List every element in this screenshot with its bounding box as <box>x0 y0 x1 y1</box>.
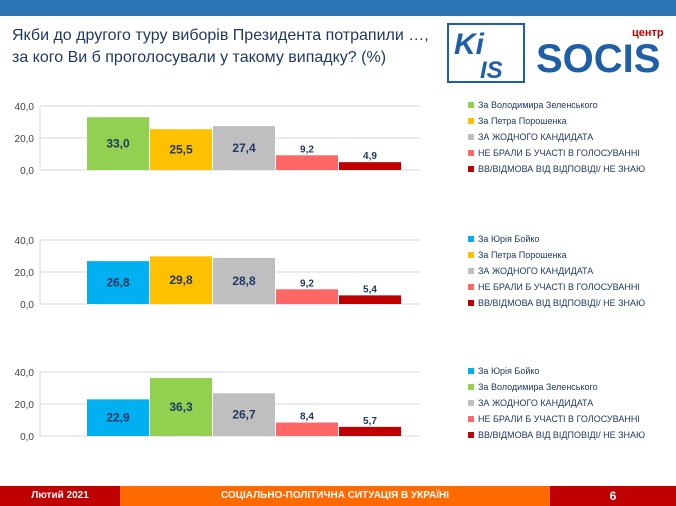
legend-label: НЕ БРАЛИ Б УЧАСТІ В ГОЛОСУВАННІ <box>478 148 640 158</box>
legend-label: ВВ/ВІДМОВА ВІД ВІДПОВІДІ/ НЕ ЗНАЮ <box>478 298 645 308</box>
bar-1 <box>87 117 149 170</box>
data-label: 5,4 <box>363 284 377 295</box>
bar-1 <box>87 261 149 304</box>
chart-3: 0,0 20,0 40,0 22,9 36,3 26,7 8,4 5,7 За Юрія Бой… <box>15 366 646 443</box>
chart-1: 0,0 20,0 40,0 33,0 25,5 27,4 9,2 4,9 За Володими… <box>15 100 646 177</box>
y-tick-label: 0,0 <box>20 300 34 311</box>
bar-4 <box>276 155 338 170</box>
legend-label: НЕ БРАЛИ Б УЧАСТІ В ГОЛОСУВАННІ <box>478 282 640 292</box>
y-tick-label: 20,0 <box>15 268 35 279</box>
kiis-logo-top: Ki <box>454 28 485 61</box>
legend-label: За Петра Порошенка <box>478 250 567 260</box>
data-label: 9,2 <box>300 144 314 155</box>
y-tick-label: 20,0 <box>15 134 35 145</box>
legend-label: ЗА ЖОДНОГО КАНДИДАТА <box>478 398 593 408</box>
legend-swatch <box>468 118 474 124</box>
y-tick-label: 40,0 <box>15 236 35 247</box>
legend-swatch <box>468 166 474 172</box>
data-label: 33,0 <box>106 137 130 151</box>
data-label: 26,7 <box>232 408 256 422</box>
footer-subtitle: СОЦІАЛЬНО-ПОЛІТИЧНА СИТУАЦІЯ В УКРАЇНІ <box>120 486 550 506</box>
legend-swatch <box>468 236 474 242</box>
data-label: 26,8 <box>106 276 130 290</box>
legend-swatch <box>468 268 474 274</box>
bar-5 <box>339 162 401 170</box>
legend-swatch <box>468 150 474 156</box>
legend-swatch <box>468 400 474 406</box>
bar-5 <box>339 426 401 436</box>
data-label: 8,4 <box>300 412 314 423</box>
bar-3 <box>213 257 275 304</box>
legend-label: НЕ БРАЛИ Б УЧАСТІ В ГОЛОСУВАННІ <box>478 414 640 424</box>
legend-swatch <box>468 300 474 306</box>
bar-2 <box>150 256 212 304</box>
data-label: 28,8 <box>232 274 256 288</box>
legend-swatch <box>468 384 474 390</box>
bar-4 <box>276 289 338 304</box>
data-label: 5,7 <box>363 416 377 427</box>
legend-label: ВВ/ВІДМОВА ВІД ВІДПОВІДІ/ НЕ ЗНАЮ <box>478 164 645 174</box>
socis-logo-main: SOCIS <box>536 37 660 80</box>
data-label: 29,8 <box>169 273 193 287</box>
legend-label: ВВ/ВІДМОВА ВІД ВІДПОВІДІ/ НЕ ЗНАЮ <box>478 430 645 440</box>
data-label: 27,4 <box>232 141 256 155</box>
legend-label: За Юрія Бойко <box>478 366 539 376</box>
legend-label: За Юрія Бойко <box>478 234 539 244</box>
kiis-logo-bottom: IS <box>480 57 503 84</box>
legend-label: ЗА ЖОДНОГО КАНДИДАТА <box>478 132 593 142</box>
legend-swatch <box>468 252 474 258</box>
socis-logo-small: центр <box>632 27 664 39</box>
data-label: 36,3 <box>169 400 193 414</box>
bar-3 <box>213 393 275 436</box>
data-label: 9,2 <box>300 278 314 289</box>
legend-swatch <box>468 432 474 438</box>
chart-2: 0,0 20,0 40,0 26,8 29,8 28,8 9,2 5,4 За Юрія Бой… <box>15 234 646 311</box>
legend-label: За Володимира Зеленського <box>478 382 598 392</box>
bar-2 <box>150 377 212 436</box>
bar-5 <box>339 295 401 304</box>
y-tick-label: 0,0 <box>20 432 34 443</box>
bar-3 <box>213 126 275 170</box>
bar-1 <box>87 399 149 436</box>
y-tick-label: 40,0 <box>15 368 35 379</box>
top-bar <box>0 0 676 16</box>
y-tick-label: 0,0 <box>20 166 34 177</box>
y-tick-label: 40,0 <box>15 102 35 113</box>
page-number: 6 <box>550 486 676 506</box>
legend-label: За Володимира Зеленського <box>478 100 598 110</box>
socis-logo: центр SOCIS <box>536 27 664 80</box>
footer: Лютий 2021 СОЦІАЛЬНО-ПОЛІТИЧНА СИТУАЦІЯ … <box>0 486 676 506</box>
footer-date: Лютий 2021 <box>0 486 120 506</box>
page-title: Якби до другого туру виборів Президента … <box>12 27 429 66</box>
data-label: 22,9 <box>106 411 130 425</box>
legend-swatch <box>468 134 474 140</box>
y-tick-label: 20,0 <box>15 400 35 411</box>
kiis-logo: Ki IS <box>447 23 525 84</box>
bar-4 <box>276 422 338 436</box>
legend-label: За Петра Порошенка <box>478 116 567 126</box>
legend-swatch <box>468 284 474 290</box>
legend-swatch <box>468 102 474 108</box>
bar-2 <box>150 129 212 170</box>
data-label: 4,9 <box>363 151 377 162</box>
legend-swatch <box>468 416 474 422</box>
legend-label: ЗА ЖОДНОГО КАНДИДАТА <box>478 266 593 276</box>
legend-swatch <box>468 368 474 374</box>
data-label: 25,5 <box>169 143 193 157</box>
